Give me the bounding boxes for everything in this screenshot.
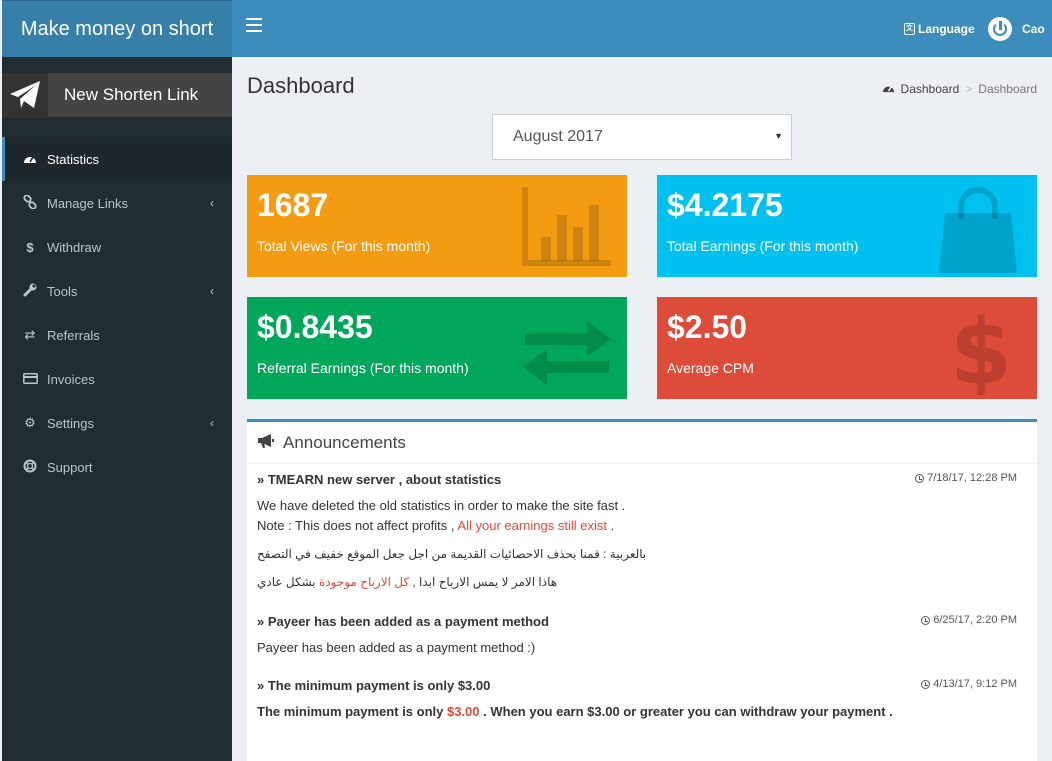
dollar-icon: $: [950, 299, 1013, 399]
announcement-text-arabic: بالعربية : قمنا بحذف الاحصائيات القديمة …: [257, 547, 647, 561]
bar-chart-icon: [521, 185, 613, 272]
page-title: Dashboard: [247, 73, 355, 98]
credit-card-icon: [21, 372, 39, 387]
sidebar-item-manage-links[interactable]: Manage Links ‹: [2, 181, 232, 225]
month-select[interactable]: August 2017 ▼: [492, 114, 792, 160]
clock-icon: [921, 615, 931, 625]
clock-icon: [915, 473, 925, 483]
stat-box-average-cpm: $2.50 Average CPM $: [657, 297, 1037, 399]
dashboard-icon: [882, 82, 895, 96]
paper-plane-icon: [2, 73, 48, 117]
sidebar-item-tools[interactable]: Tools ‹: [2, 269, 232, 313]
chevron-left-icon: ‹: [210, 284, 214, 298]
user-name: Cao: [1022, 22, 1045, 36]
brand-logo[interactable]: Make money on short: [2, 0, 232, 57]
announcement-item: » TMEARN new server , about statistics 7…: [247, 472, 1037, 592]
stat-box-total-views: 1687 Total Views (For this month): [247, 175, 627, 277]
stat-label: Referral Earnings (For this month): [257, 360, 469, 376]
sidebar-item-withdraw[interactable]: $ Withdraw: [2, 225, 232, 269]
stat-value: $0.8435: [257, 309, 373, 345]
announcement-text: Payeer has been added as a payment metho…: [257, 640, 536, 655]
top-navbar: 文 Language Cao: [232, 0, 1052, 57]
announcement-title: » The minimum payment is only $3.00: [257, 678, 491, 693]
sidebar-item-invoices[interactable]: Invoices: [2, 357, 232, 401]
sidebar: New Shorten Link Statistics Manage Links…: [2, 57, 232, 761]
gears-icon: ⚙: [24, 415, 36, 430]
announcement-title: » Payeer has been added as a payment met…: [257, 614, 549, 629]
announcement-time: 7/18/17, 12:28 PM: [915, 472, 1017, 484]
chevron-left-icon: ‹: [210, 416, 214, 430]
stat-value: 1687: [257, 187, 329, 223]
language-icon: 文: [904, 23, 915, 35]
breadcrumb-home-link[interactable]: Dashboard: [900, 82, 960, 96]
stat-label: Total Views (For this month): [257, 238, 431, 254]
chevron-left-icon: ‹: [210, 196, 214, 210]
stat-box-total-earnings: $4.2175 Total Earnings (For this month): [657, 175, 1037, 277]
exchange-icon: [521, 317, 613, 392]
dashboard-icon: [21, 152, 39, 167]
exchange-icon: ⇄: [24, 327, 36, 342]
sidebar-toggle-icon[interactable]: [246, 18, 262, 32]
new-shorten-link-button[interactable]: New Shorten Link: [2, 73, 232, 117]
brand-title: Make money on short: [20, 17, 214, 40]
sidebar-item-referrals[interactable]: ⇄ Referrals: [2, 313, 232, 357]
announcement-text: We have deleted the old statistics in or…: [257, 498, 626, 513]
sidebar-item-support[interactable]: Support: [2, 445, 232, 489]
announcements-panel: Announcements » TMEARN new server , abou…: [247, 419, 1037, 761]
life-ring-icon: [21, 459, 39, 476]
power-icon: [988, 17, 1012, 41]
clock-icon: [921, 679, 931, 689]
shopping-bag-icon: [933, 185, 1023, 277]
language-label: Language: [918, 22, 975, 36]
new-shorten-link-label: New Shorten Link: [64, 85, 199, 104]
sidebar-item-label: Manage Links: [47, 195, 128, 211]
sidebar-item-label: Tools: [47, 283, 78, 299]
announcement-time: 6/25/17, 2:20 PM: [921, 614, 1017, 626]
announcement-text: The minimum payment is only $3.00 . When…: [257, 704, 893, 719]
bullhorn-icon: [257, 433, 275, 453]
stat-label: Average CPM: [667, 360, 754, 376]
caret-down-icon: ▼: [774, 131, 783, 141]
language-menu[interactable]: 文 Language: [904, 22, 975, 36]
stat-box-referral-earnings: $0.8435 Referral Earnings (For this mont…: [247, 297, 627, 399]
breadcrumb-current: Dashboard: [978, 82, 1037, 96]
announcement-title: » TMEARN new server , about statistics: [257, 472, 502, 487]
sidebar-item-label: Withdraw: [47, 239, 102, 255]
sidebar-item-statistics[interactable]: Statistics: [2, 137, 232, 181]
sidebar-item-settings[interactable]: ⚙ Settings ‹: [2, 401, 232, 445]
breadcrumb-separator: >: [965, 82, 973, 96]
sidebar-menu: Statistics Manage Links ‹ $ Withdraw Too…: [2, 137, 232, 489]
wrench-icon: [21, 283, 39, 300]
stat-value: $4.2175: [667, 187, 783, 223]
announcements-header: Announcements: [247, 422, 1037, 464]
link-icon: [21, 193, 39, 212]
sidebar-item-label: Invoices: [47, 371, 95, 387]
dollar-icon: $: [26, 239, 34, 255]
announcement-text-arabic: هاذا الامر لا يمس الارباح ابدا , كل الار…: [257, 575, 558, 589]
sidebar-item-label: Support: [47, 459, 93, 475]
announcement-item: » The minimum payment is only $3.00 4/13…: [247, 678, 1037, 722]
announcement-time: 4/13/17, 9:12 PM: [921, 678, 1017, 690]
announcement-text: Note : This does not affect profits , Al…: [257, 518, 615, 533]
svg-text:$: $: [955, 300, 1007, 395]
user-menu[interactable]: Cao: [988, 17, 1045, 41]
announcements-title: Announcements: [283, 432, 406, 452]
announcement-item: » Payeer has been added as a payment met…: [247, 614, 1037, 658]
sidebar-item-label: Statistics: [47, 151, 100, 167]
month-select-value: August 2017: [513, 128, 603, 145]
sidebar-item-label: Settings: [47, 415, 94, 431]
breadcrumb: Dashboard > Dashboard: [882, 82, 1037, 96]
stat-value: $2.50: [667, 309, 748, 345]
stat-label: Total Earnings (For this month): [667, 238, 859, 254]
sidebar-item-label: Referrals: [47, 327, 100, 343]
